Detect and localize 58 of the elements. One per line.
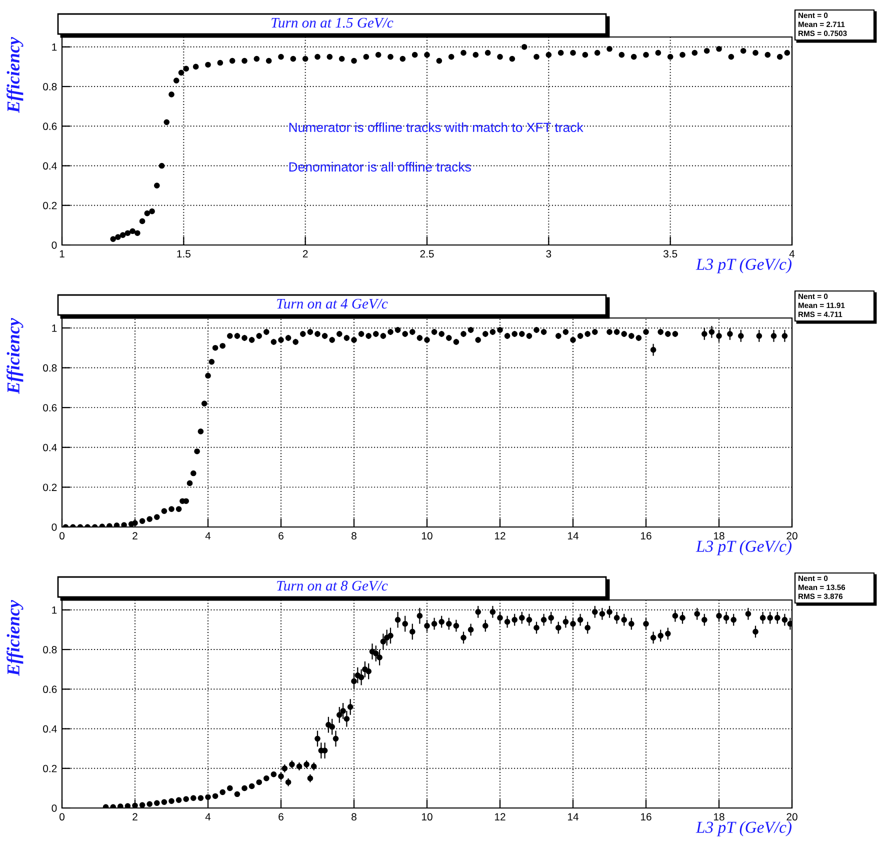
chart-title: Turn on at 1.5 GeV/c	[272, 18, 394, 28]
annotation: Denominator is all offline tracks	[289, 162, 471, 172]
x-tick-label: 2.5	[420, 250, 434, 258]
x-tick-label: 1	[60, 250, 64, 258]
y-axis-title: Efficiency	[6, 318, 24, 394]
x-tick-label: 3	[546, 250, 552, 258]
x-tick-label: 8	[352, 813, 356, 821]
x-axis-title: L3 pT (GeV/c)	[696, 258, 792, 274]
x-tick-label: 0	[60, 532, 64, 540]
x-tick-label: 8	[352, 532, 356, 540]
x-tick-label: 4	[205, 532, 211, 540]
x-tick-label: 18	[714, 532, 724, 540]
y-tick-label: 0	[52, 524, 57, 531]
x-tick-label: 16	[641, 813, 652, 821]
x-tick-label: 20	[786, 532, 798, 540]
y-tick-label: 0.6	[43, 122, 57, 130]
y-tick-label: 0.4	[43, 725, 57, 733]
x-tick-label: 0	[60, 813, 64, 821]
y-tick-label: 0.2	[43, 764, 57, 772]
x-tick-label: 16	[641, 532, 652, 540]
x-tick-label: 3.5	[663, 250, 678, 258]
y-axis-title: Efficiency	[6, 600, 24, 676]
x-tick-label: 10	[422, 813, 432, 821]
annotation: Numerator is offline tracks with match to XFT track	[289, 122, 584, 132]
y-tick-label: 1	[52, 606, 57, 614]
x-tick-label: 2	[132, 532, 138, 540]
y-tick-label: 0.2	[43, 202, 57, 210]
y-tick-label: 0.6	[43, 686, 57, 694]
x-axis-title: L3 pT (GeV/c)	[696, 821, 792, 836]
x-tick-label: 1.5	[177, 250, 190, 258]
y-tick-label: 0.6	[43, 404, 57, 412]
chart-title: Turn on at 4 GeV/c	[277, 298, 388, 309]
x-tick-label: 4	[205, 813, 211, 820]
x-axis-title: L3 pT (GeV/c)	[696, 540, 792, 556]
x-tick-label: 10	[422, 532, 432, 540]
y-tick-label: 0.8	[43, 364, 57, 372]
x-tick-label: 12	[495, 813, 506, 820]
y-tick-label: 1	[52, 324, 57, 332]
y-tick-label: 0.2	[43, 484, 57, 492]
y-axis-title: Efficiency	[6, 36, 24, 114]
x-tick-label: 12	[495, 532, 506, 540]
x-tick-label: 6	[278, 813, 284, 821]
chart-title: Turn on at 8 GeV/c	[277, 580, 388, 591]
y-tick-label: 0.4	[43, 444, 57, 452]
y-tick-label: 0	[52, 242, 57, 249]
y-tick-label: 0.4	[43, 162, 57, 170]
x-tick-label: 14	[568, 813, 578, 820]
x-tick-label: 2	[302, 250, 308, 258]
x-tick-label: 18	[714, 813, 724, 821]
x-tick-label: 20	[786, 813, 798, 821]
x-tick-label: 2	[132, 813, 138, 820]
y-tick-label: 1	[52, 44, 57, 51]
x-tick-label: 14	[568, 532, 578, 540]
y-tick-label: 0.8	[43, 83, 57, 90]
y-tick-label: 0.8	[43, 646, 57, 654]
y-tick-label: 0	[52, 804, 57, 812]
x-tick-label: 6	[278, 532, 284, 540]
x-tick-label: 4	[789, 250, 795, 258]
